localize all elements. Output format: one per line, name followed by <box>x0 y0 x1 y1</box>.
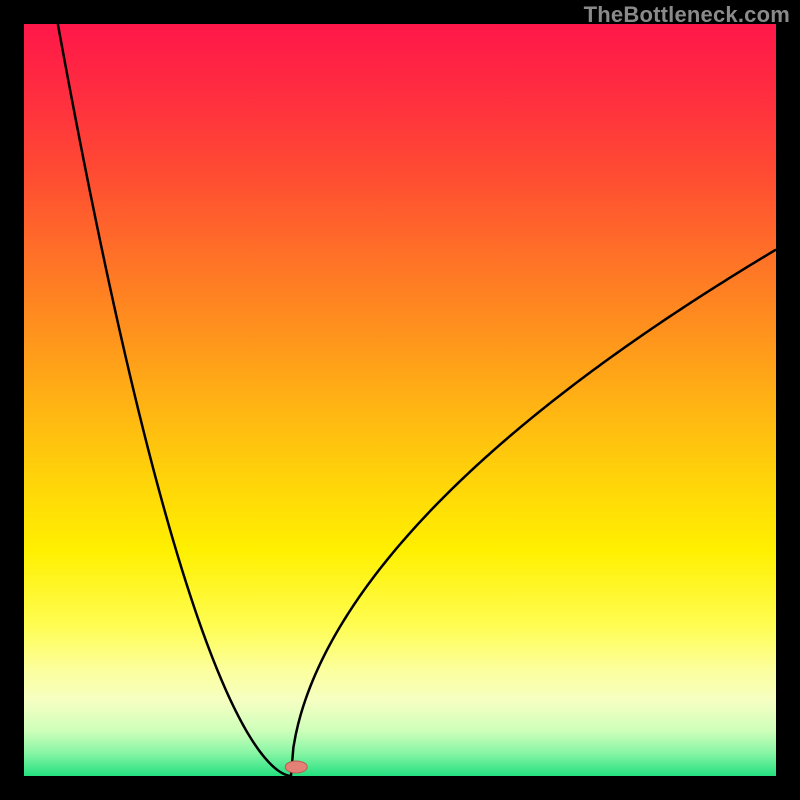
bottleneck-chart <box>0 0 800 800</box>
watermark-text: TheBottleneck.com <box>584 2 790 28</box>
chart-container: TheBottleneck.com <box>0 0 800 800</box>
optimal-marker <box>285 761 307 773</box>
